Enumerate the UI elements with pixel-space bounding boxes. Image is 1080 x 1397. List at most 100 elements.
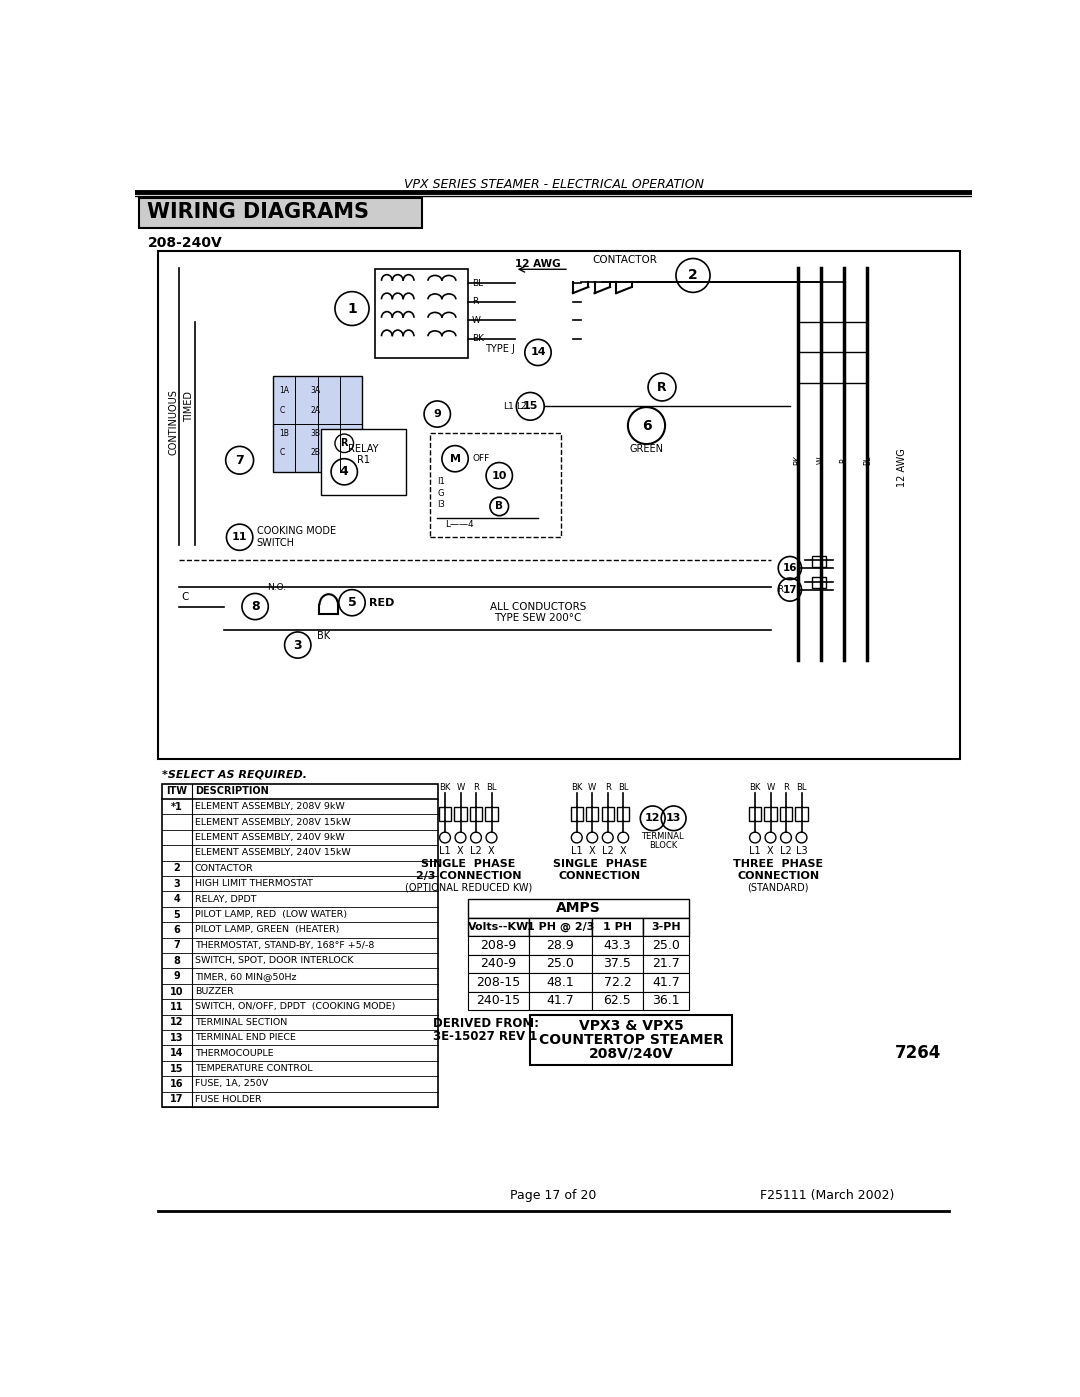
Text: 4: 4 (174, 894, 180, 904)
Text: 208-15: 208-15 (476, 975, 521, 989)
Text: L3: L3 (796, 847, 808, 856)
Bar (811, 577, 825, 588)
Text: 11: 11 (171, 1002, 184, 1011)
Text: 12: 12 (171, 1017, 184, 1027)
Text: I1: I1 (437, 478, 445, 486)
Text: 7: 7 (174, 940, 180, 950)
Text: 17: 17 (783, 584, 797, 595)
Text: R: R (340, 439, 348, 448)
Text: SINGLE  PHASE: SINGLE PHASE (553, 859, 647, 869)
Text: 2A: 2A (310, 405, 320, 415)
Text: TYPE J: TYPE J (485, 344, 515, 353)
Text: X: X (620, 847, 626, 856)
Bar (602, 806, 613, 820)
Text: I3: I3 (437, 500, 445, 510)
Text: 2/3 CONNECTION: 2/3 CONNECTION (416, 872, 521, 882)
Text: 13: 13 (666, 813, 681, 823)
Text: C: C (279, 448, 284, 457)
Text: RED: RED (369, 598, 394, 608)
Text: R: R (658, 380, 666, 394)
Bar (469, 918, 529, 936)
Bar (430, 433, 562, 538)
Text: 21.7: 21.7 (652, 957, 679, 971)
Bar (469, 900, 689, 918)
Bar (162, 784, 438, 1106)
Text: SWITCH, SPOT, DOOR INTERLOCK: SWITCH, SPOT, DOOR INTERLOCK (194, 956, 353, 965)
Text: 11: 11 (232, 532, 247, 542)
Text: BK: BK (793, 455, 802, 465)
Bar (643, 936, 689, 954)
Text: 4: 4 (340, 465, 349, 478)
Text: L2: L2 (602, 847, 613, 856)
Text: 28.9: 28.9 (546, 939, 575, 951)
Bar (529, 992, 592, 1010)
Text: ITW: ITW (166, 787, 187, 796)
Text: 3B: 3B (310, 429, 320, 437)
Text: BL: BL (472, 278, 483, 288)
Text: VPX SERIES STEAMER - ELECTRICAL OPERATION: VPX SERIES STEAMER - ELECTRICAL OPERATIO… (404, 177, 703, 191)
Bar (375, 270, 469, 358)
Text: 16: 16 (783, 563, 797, 573)
Bar (139, 198, 422, 228)
Text: SINGLE  PHASE: SINGLE PHASE (421, 859, 515, 869)
Text: 7: 7 (235, 454, 244, 467)
Text: X: X (589, 847, 595, 856)
Text: 41.7: 41.7 (546, 995, 575, 1007)
Text: TEMPERATURE CONTROL: TEMPERATURE CONTROL (194, 1065, 312, 1073)
Bar (159, 251, 960, 759)
Text: 9: 9 (433, 409, 442, 419)
Text: 3-PH: 3-PH (651, 922, 680, 932)
Text: 240-15: 240-15 (476, 995, 521, 1007)
Text: C: C (181, 592, 189, 602)
Text: 25.0: 25.0 (652, 939, 679, 951)
Text: R: R (783, 782, 788, 792)
Text: L2: L2 (470, 847, 482, 856)
Bar (529, 974, 592, 992)
Text: M: M (449, 454, 460, 464)
Text: COOKING MODE: COOKING MODE (257, 527, 336, 536)
Text: L1: L1 (503, 402, 514, 411)
Text: THREE  PHASE: THREE PHASE (733, 859, 823, 869)
Text: R: R (605, 782, 610, 792)
Text: TERMINAL SECTION: TERMINAL SECTION (194, 1018, 287, 1027)
Bar (617, 806, 630, 820)
Text: 2: 2 (688, 268, 698, 282)
Bar (273, 376, 362, 472)
Text: 10: 10 (171, 986, 184, 996)
Text: 1 PH: 1 PH (603, 922, 632, 932)
Text: BK: BK (440, 782, 450, 792)
Text: L1: L1 (750, 847, 760, 856)
Text: R: R (473, 782, 478, 792)
Text: (STANDARD): (STANDARD) (747, 883, 809, 893)
Text: 3E-15027 REV 1: 3E-15027 REV 1 (433, 1030, 538, 1042)
Text: CONNECTION: CONNECTION (738, 872, 820, 882)
Text: 9: 9 (174, 971, 180, 981)
Text: BL: BL (618, 782, 629, 792)
Text: 8: 8 (174, 956, 180, 965)
Bar (586, 806, 598, 820)
Text: RELAY, DPDT: RELAY, DPDT (194, 894, 256, 904)
Text: 3: 3 (174, 879, 180, 888)
Text: X: X (457, 847, 463, 856)
Text: 36.1: 36.1 (652, 995, 679, 1007)
Bar (643, 954, 689, 974)
Bar (529, 918, 592, 936)
Text: BLOCK: BLOCK (649, 841, 677, 849)
Text: *1: *1 (171, 802, 183, 812)
Text: 208-240V: 208-240V (147, 236, 222, 250)
Text: FUSE HOLDER: FUSE HOLDER (194, 1095, 261, 1104)
Text: THERMOSTAT, STAND-BY, 168°F +5/-8: THERMOSTAT, STAND-BY, 168°F +5/-8 (194, 940, 374, 950)
Text: 5: 5 (174, 909, 180, 919)
Text: L2: L2 (515, 402, 526, 411)
Text: R1: R1 (357, 455, 370, 465)
Text: X: X (767, 847, 773, 856)
Text: L——4: L——4 (445, 520, 474, 528)
Text: R: R (472, 298, 478, 306)
Bar (469, 992, 529, 1010)
Text: W: W (472, 316, 481, 324)
Text: F25111 (March 2002): F25111 (March 2002) (760, 1189, 894, 1201)
Bar (469, 954, 529, 974)
Bar (321, 429, 406, 495)
Text: 6: 6 (174, 925, 180, 935)
Text: 12: 12 (645, 813, 661, 823)
